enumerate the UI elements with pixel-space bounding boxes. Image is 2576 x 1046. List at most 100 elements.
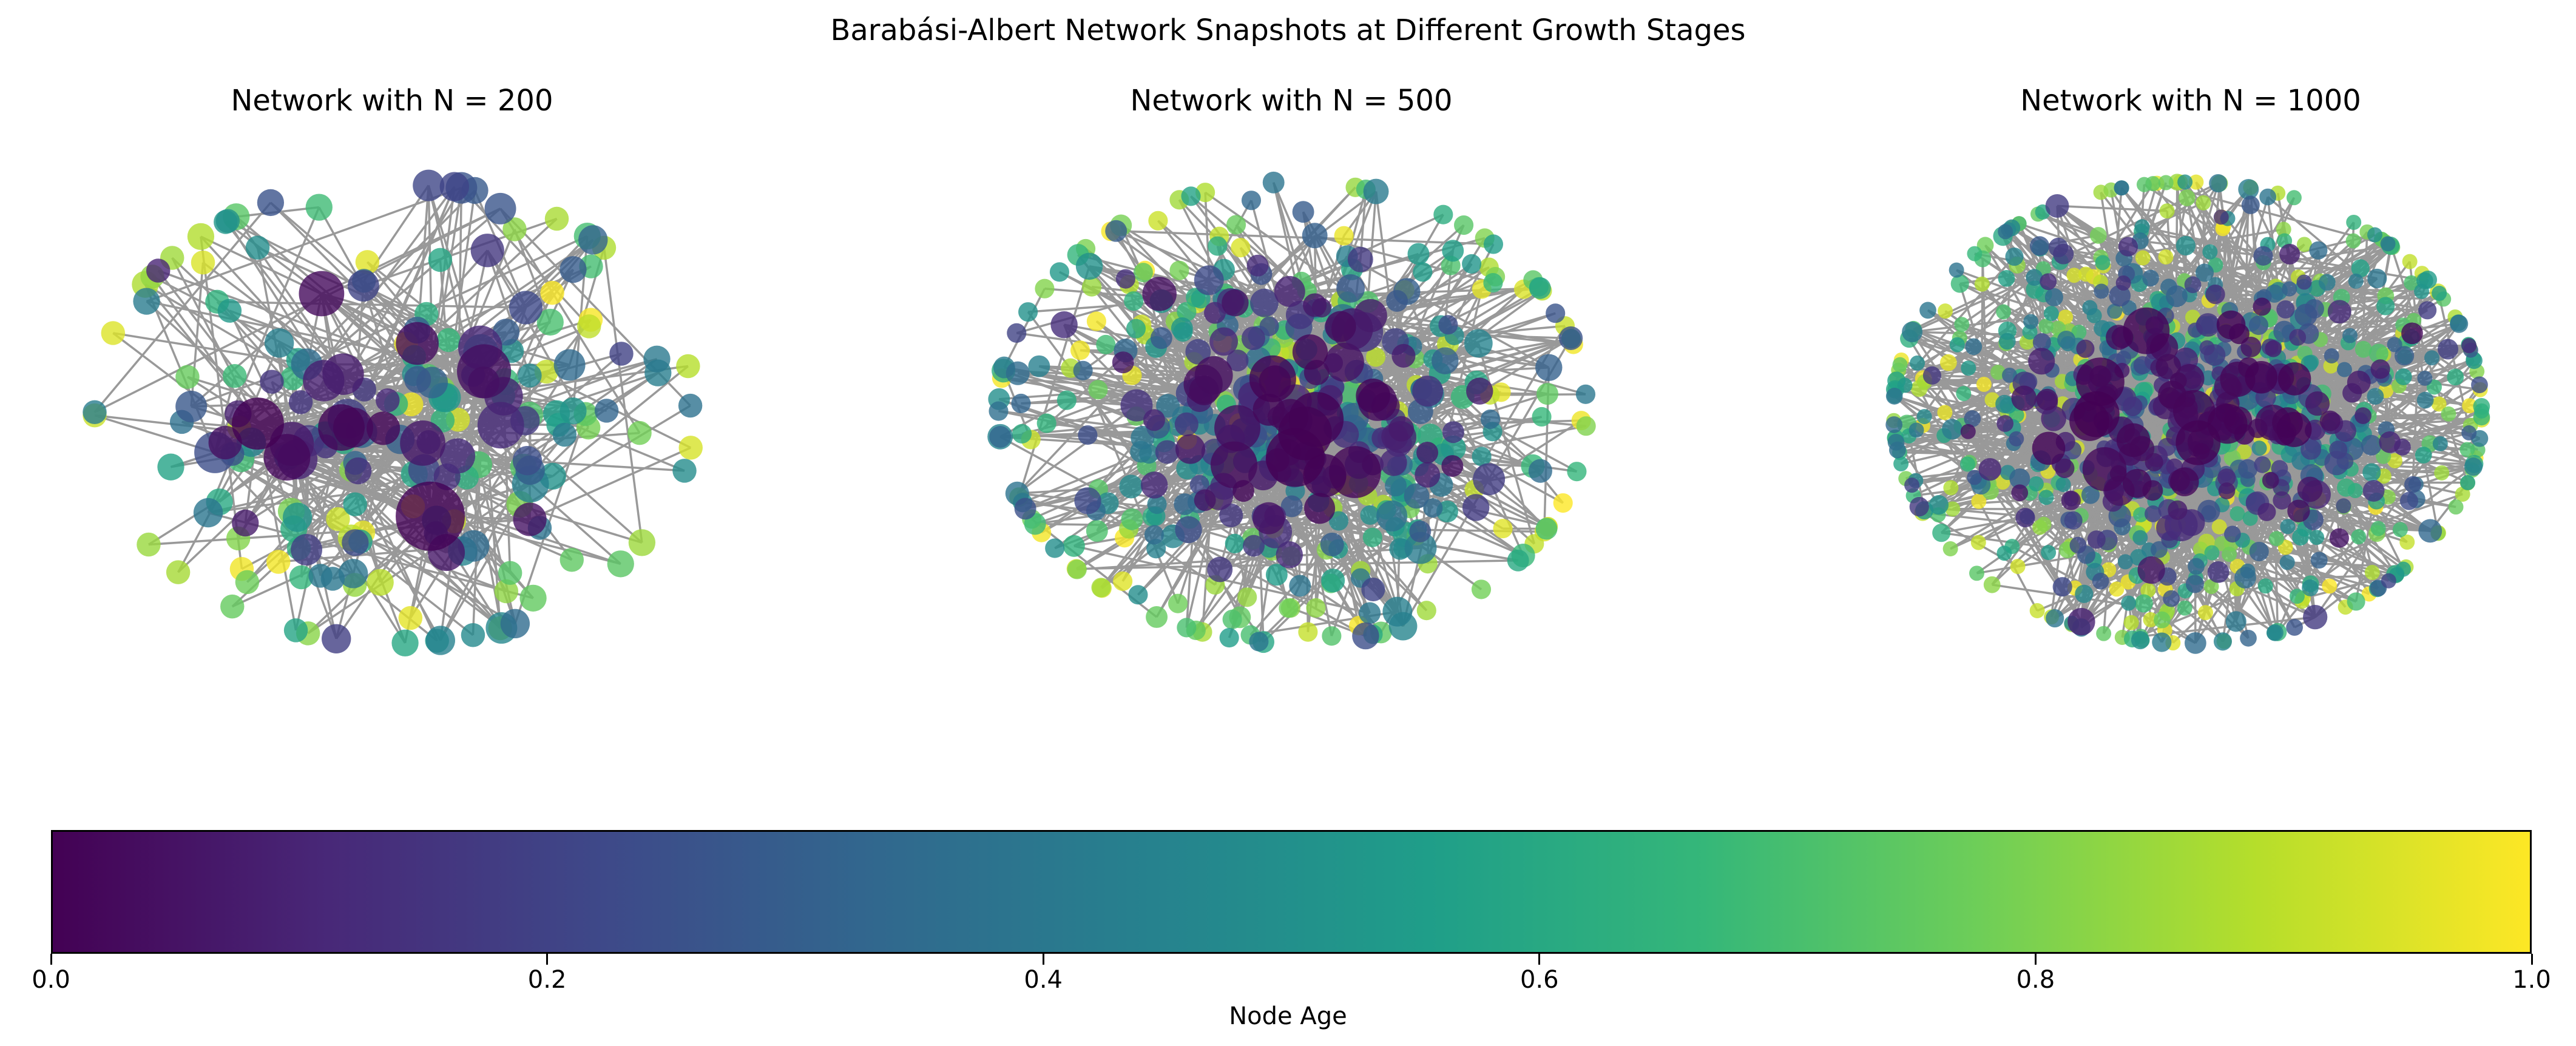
network-node bbox=[1466, 377, 1493, 405]
network-node bbox=[458, 530, 490, 562]
network-node bbox=[519, 584, 547, 612]
network-node bbox=[1535, 354, 1563, 382]
network-node bbox=[2367, 268, 2387, 289]
network-node bbox=[1279, 598, 1299, 618]
network-node bbox=[2066, 268, 2082, 283]
network-node bbox=[1391, 343, 1416, 368]
network-node bbox=[1225, 533, 1245, 553]
network-node bbox=[2455, 487, 2470, 502]
network-node bbox=[2136, 177, 2152, 192]
network-node bbox=[1262, 171, 1285, 194]
network-node bbox=[552, 422, 577, 447]
network-node bbox=[2324, 348, 2339, 363]
network-node bbox=[391, 629, 419, 656]
network-node bbox=[291, 534, 323, 565]
network-node bbox=[1088, 380, 1108, 400]
network-node bbox=[1237, 587, 1257, 607]
network-node bbox=[2217, 468, 2236, 487]
network-node bbox=[494, 579, 519, 604]
network-node bbox=[1276, 541, 1303, 569]
network-node bbox=[2184, 276, 2202, 294]
network-node bbox=[208, 425, 242, 460]
network-edge bbox=[439, 504, 521, 641]
network-node bbox=[2474, 403, 2489, 419]
network-node bbox=[355, 250, 380, 274]
network-node bbox=[1174, 412, 1198, 436]
network-node bbox=[2253, 246, 2273, 266]
network-node bbox=[2101, 562, 2117, 578]
network-node bbox=[1007, 323, 1027, 343]
network-node bbox=[2082, 300, 2098, 315]
network-node bbox=[1575, 384, 1596, 404]
network-node bbox=[2185, 309, 2200, 325]
network-node bbox=[2387, 453, 2402, 468]
network-node bbox=[2015, 508, 2035, 528]
network-node bbox=[1949, 337, 1965, 353]
network-node bbox=[1910, 355, 1925, 371]
network-node bbox=[2005, 248, 2024, 266]
network-node bbox=[2336, 498, 2351, 514]
network-node bbox=[2009, 468, 2030, 489]
network-node bbox=[1144, 525, 1165, 545]
network-node bbox=[425, 626, 455, 655]
network-node bbox=[1464, 329, 1493, 358]
network-node bbox=[1325, 342, 1364, 382]
network-edge bbox=[1089, 265, 1574, 346]
network-node bbox=[559, 548, 584, 572]
network-node bbox=[2133, 507, 2149, 522]
network-graph-n1000 bbox=[1885, 174, 2490, 654]
network-node bbox=[484, 192, 516, 224]
network-node bbox=[1576, 416, 1596, 436]
network-node bbox=[1483, 234, 1504, 254]
network-node bbox=[1194, 265, 1224, 295]
network-node bbox=[1382, 596, 1413, 627]
network-node bbox=[2286, 190, 2302, 206]
network-edge bbox=[1120, 224, 1210, 282]
network-node bbox=[1939, 354, 1957, 371]
network-edge bbox=[416, 342, 643, 544]
network-node bbox=[1363, 178, 1389, 204]
network-node bbox=[265, 328, 294, 358]
network-edge bbox=[1439, 366, 1549, 374]
network-node bbox=[1969, 565, 1984, 581]
network-node bbox=[2040, 273, 2057, 291]
network-node bbox=[1292, 334, 1328, 370]
network-node bbox=[1352, 622, 1379, 650]
network-node bbox=[1140, 471, 1168, 499]
network-plots bbox=[83, 169, 2490, 656]
network-node bbox=[2242, 510, 2258, 526]
network-node bbox=[232, 397, 284, 450]
network-node bbox=[347, 270, 379, 302]
network-node bbox=[1404, 531, 1437, 564]
network-node bbox=[2058, 309, 2074, 325]
network-node bbox=[470, 234, 504, 268]
network-node bbox=[1018, 302, 1038, 322]
network-node bbox=[2209, 174, 2228, 193]
network-edge bbox=[529, 447, 691, 521]
network-node bbox=[2002, 367, 2018, 383]
network-node bbox=[1063, 535, 1085, 557]
network-node bbox=[1442, 421, 1464, 444]
network-node bbox=[2131, 630, 2150, 650]
network-node bbox=[2249, 541, 2269, 562]
network-node bbox=[2257, 578, 2273, 594]
network-node bbox=[2145, 505, 2162, 522]
network-node bbox=[289, 565, 314, 590]
network-node bbox=[1380, 449, 1407, 476]
network-node bbox=[1950, 274, 1969, 293]
network-node bbox=[1086, 311, 1106, 331]
network-node bbox=[2248, 315, 2268, 336]
network-node bbox=[1909, 497, 1929, 517]
network-node bbox=[1956, 386, 1972, 402]
network-node bbox=[1919, 302, 1936, 319]
network-node bbox=[2179, 189, 2196, 206]
network-node bbox=[1181, 186, 1201, 206]
network-node bbox=[2118, 237, 2138, 257]
network-node bbox=[2395, 346, 2415, 366]
network-node bbox=[1241, 326, 1265, 351]
network-edge bbox=[306, 235, 588, 365]
network-node bbox=[2150, 541, 2168, 558]
network-node bbox=[2241, 195, 2260, 214]
network-node bbox=[1204, 302, 1226, 324]
network-node bbox=[193, 498, 223, 528]
